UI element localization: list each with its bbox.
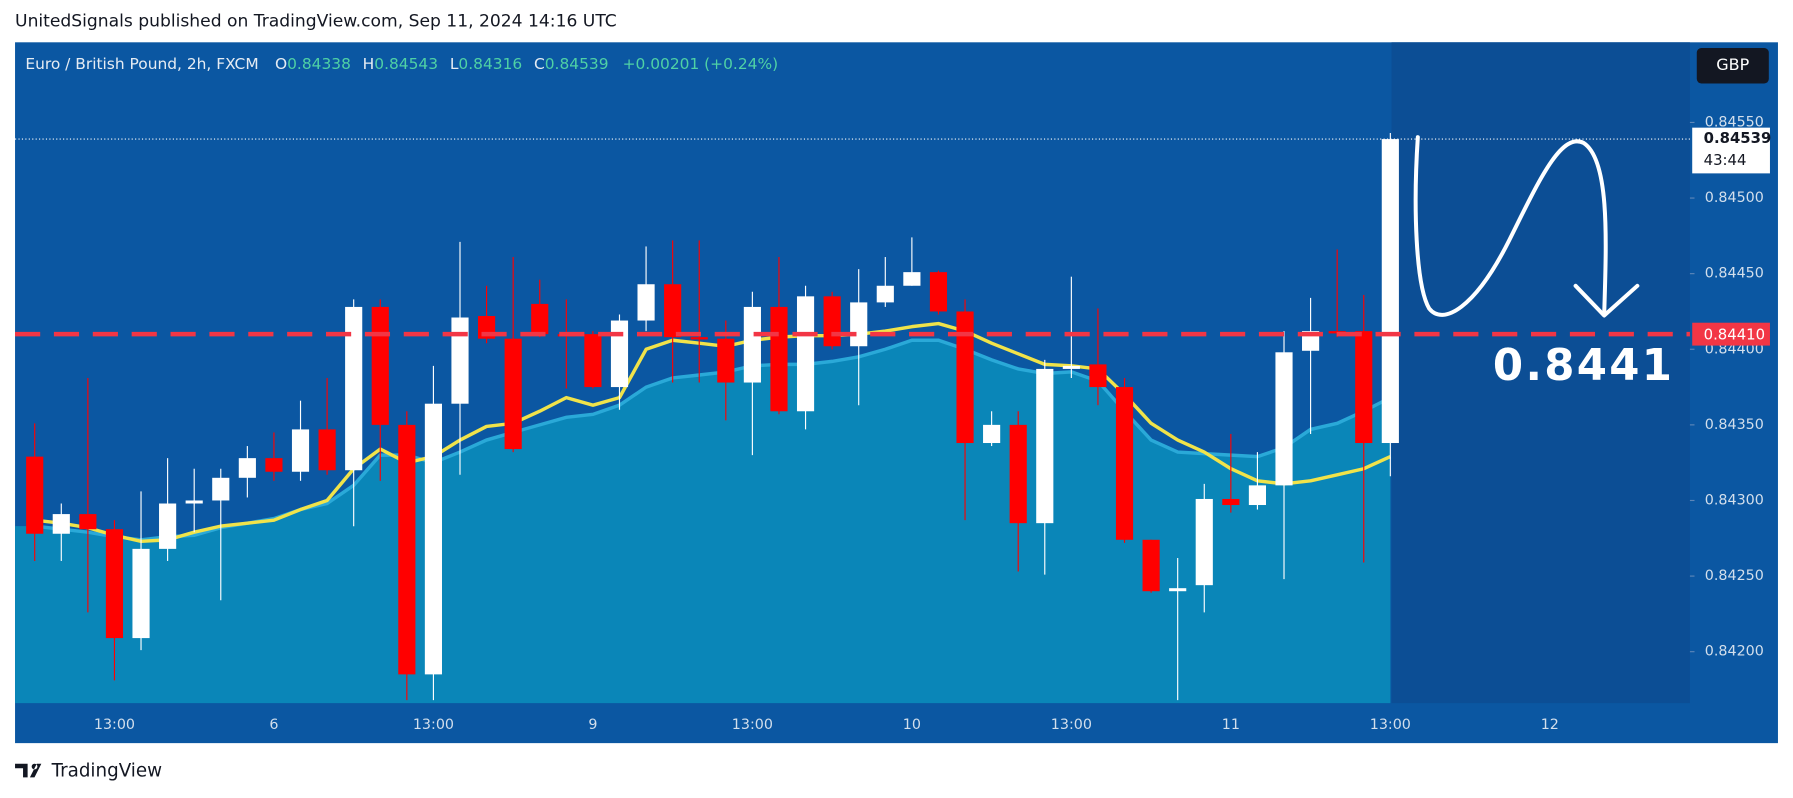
- candle-body: [929, 272, 948, 312]
- y-tick-label: 0.84250: [1705, 568, 1764, 584]
- candle-body: [1222, 498, 1240, 506]
- ohlc-value: 0.84338: [287, 55, 351, 73]
- candle-body: [26, 456, 44, 534]
- level-axis-label: 0.84410: [1704, 325, 1765, 343]
- x-tick-label: 13:00: [1370, 717, 1411, 733]
- candle-body: [424, 403, 442, 675]
- candle-body: [850, 302, 868, 347]
- candle-body: [1248, 485, 1267, 506]
- indicator-line: [34, 321, 1392, 544]
- ohlc-letter: C: [534, 55, 545, 73]
- currency-label[interactable]: GBP: [1716, 55, 1749, 74]
- candle-body: [1142, 539, 1160, 592]
- symbol: Euro / British Pound, 2h, FXCM: [25, 55, 258, 73]
- candle-body: [664, 284, 682, 338]
- candle-body: [345, 306, 363, 471]
- candle-body: [1089, 364, 1107, 388]
- last-price-box: [1692, 127, 1770, 174]
- candle-body: [1169, 588, 1187, 592]
- candle-body: [159, 503, 177, 549]
- x-tick-label: 13:00: [94, 717, 135, 733]
- ohlc-letter: L: [450, 55, 459, 73]
- candle-body: [79, 514, 97, 530]
- candle-body: [743, 306, 761, 383]
- ohlc-value: 0.84539: [545, 55, 609, 73]
- x-tick-label: 11: [1222, 717, 1240, 733]
- candle-body: [185, 500, 203, 504]
- change: +0.00201 (+0.24%): [623, 55, 779, 73]
- x-tick-label: 13:00: [1051, 717, 1092, 733]
- y-tick-label: 0.84350: [1705, 417, 1764, 433]
- level-box: [1692, 322, 1770, 346]
- x-tick-label: 10: [903, 717, 921, 733]
- candle-body: [610, 320, 629, 388]
- candle-body: [371, 306, 389, 425]
- candle-body: [1355, 331, 1373, 444]
- candle-body: [1275, 352, 1293, 486]
- y-tick-label: 0.84550: [1705, 114, 1764, 130]
- arrow-head: [1573, 283, 1640, 318]
- plot-area: [15, 133, 1399, 704]
- candle-body: [52, 514, 70, 534]
- footer-brand: TradingView: [51, 761, 163, 782]
- candle-body: [238, 458, 256, 478]
- ohlc-letter: O: [275, 55, 287, 73]
- candle-body: [132, 548, 150, 639]
- x-tick-label: 6: [269, 717, 278, 733]
- ohlc-value: 0.84316: [458, 55, 522, 73]
- publish-header: UnitedSignals published on TradingView.c…: [15, 12, 617, 32]
- hand-drawn-arrow: [1413, 135, 1608, 317]
- currency-button[interactable]: [1696, 48, 1769, 84]
- candle-body: [451, 317, 469, 404]
- candle-body: [212, 477, 230, 501]
- ohlc-letter: H: [363, 55, 375, 73]
- candle-body: [956, 311, 974, 444]
- candle-body: [1381, 139, 1399, 444]
- future-region: [1391, 42, 1690, 704]
- x-tick-label: 13:00: [413, 717, 454, 733]
- candle-body: [291, 429, 310, 472]
- candle-body: [1115, 387, 1134, 540]
- candle-body: [690, 337, 708, 340]
- y-tick-label: 0.84200: [1705, 644, 1764, 660]
- candle-body: [105, 529, 124, 639]
- candle-body: [876, 285, 894, 303]
- candle-body: [504, 338, 522, 450]
- candle-body: [983, 424, 1001, 444]
- x-tick-label: 9: [588, 717, 597, 733]
- y-tick-label: 0.84450: [1705, 266, 1764, 282]
- candle-body: [1036, 368, 1054, 524]
- candle-body: [796, 296, 815, 412]
- candle-body: [531, 303, 549, 335]
- x-tick-label: 12: [1541, 717, 1559, 733]
- candle-body: [265, 458, 283, 472]
- candle-body: [637, 284, 655, 321]
- candle-body: [1195, 498, 1213, 586]
- candle-body: [903, 272, 921, 286]
- x-tick-label: 13:00: [732, 717, 773, 733]
- y-tick-label: 0.84300: [1705, 492, 1764, 508]
- candle-body: [584, 334, 602, 388]
- candle-body: [318, 429, 336, 471]
- ohlc-value: 0.84543: [374, 55, 438, 73]
- countdown-label: 43:44: [1704, 151, 1747, 169]
- candle-body: [398, 424, 416, 675]
- level-annotation: 0.8441: [1493, 341, 1674, 391]
- candle-body: [823, 296, 841, 347]
- candle-body: [1009, 424, 1027, 524]
- symbol-legend: Euro / British Pound, 2h, FXCM O0.84338 …: [25, 55, 778, 73]
- last-price-label: 0.84539: [1704, 129, 1772, 147]
- candle-body: [770, 306, 788, 412]
- y-tick-label: 0.84500: [1705, 190, 1764, 206]
- footer-logo: [15, 763, 42, 778]
- candle-body: [1062, 365, 1080, 369]
- candle-body: [717, 338, 735, 383]
